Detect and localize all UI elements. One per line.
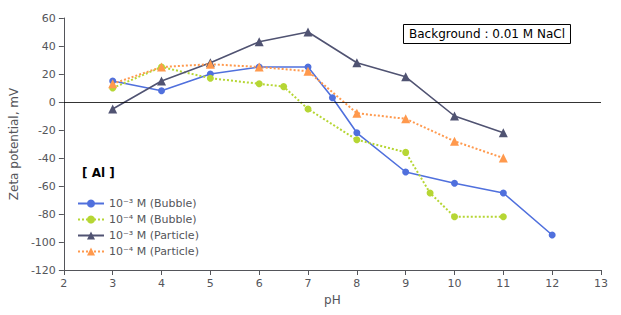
svg-text:[ Al ]: [ Al ] [82,166,115,180]
svg-text:3: 3 [109,277,116,290]
svg-text:10⁻⁴ M (Bubble): 10⁻⁴ M (Bubble) [109,213,197,226]
svg-text:Background : 0.01 M NaCl: Background : 0.01 M NaCl [409,27,565,41]
svg-text:-20: -20 [38,124,56,137]
svg-text:7: 7 [305,277,312,290]
svg-text:2: 2 [60,277,67,290]
svg-text:5: 5 [207,277,214,290]
svg-text:-80: -80 [38,208,56,221]
svg-text:11: 11 [496,277,510,290]
svg-text:60: 60 [42,12,56,25]
svg-text:0: 0 [49,96,56,109]
svg-text:10⁻⁴ M (Particle): 10⁻⁴ M (Particle) [109,245,199,258]
svg-text:10⁻³ M (Bubble): 10⁻³ M (Bubble) [109,197,197,210]
svg-text:40: 40 [42,40,56,53]
svg-text:4: 4 [158,277,165,290]
svg-text:-120: -120 [31,264,56,277]
svg-text:8: 8 [353,277,360,290]
svg-text:13: 13 [594,277,608,290]
svg-text:9: 9 [402,277,409,290]
svg-text:10: 10 [448,277,462,290]
svg-text:10⁻³ M (Particle): 10⁻³ M (Particle) [109,229,199,242]
svg-text:20: 20 [42,68,56,81]
svg-text:Zeta potential, mV: Zeta potential, mV [7,87,21,200]
svg-text:-100: -100 [31,236,56,249]
svg-text:pH: pH [324,293,341,307]
svg-text:-60: -60 [38,180,56,193]
svg-text:12: 12 [545,277,559,290]
svg-text:-40: -40 [38,152,56,165]
svg-text:6: 6 [256,277,263,290]
